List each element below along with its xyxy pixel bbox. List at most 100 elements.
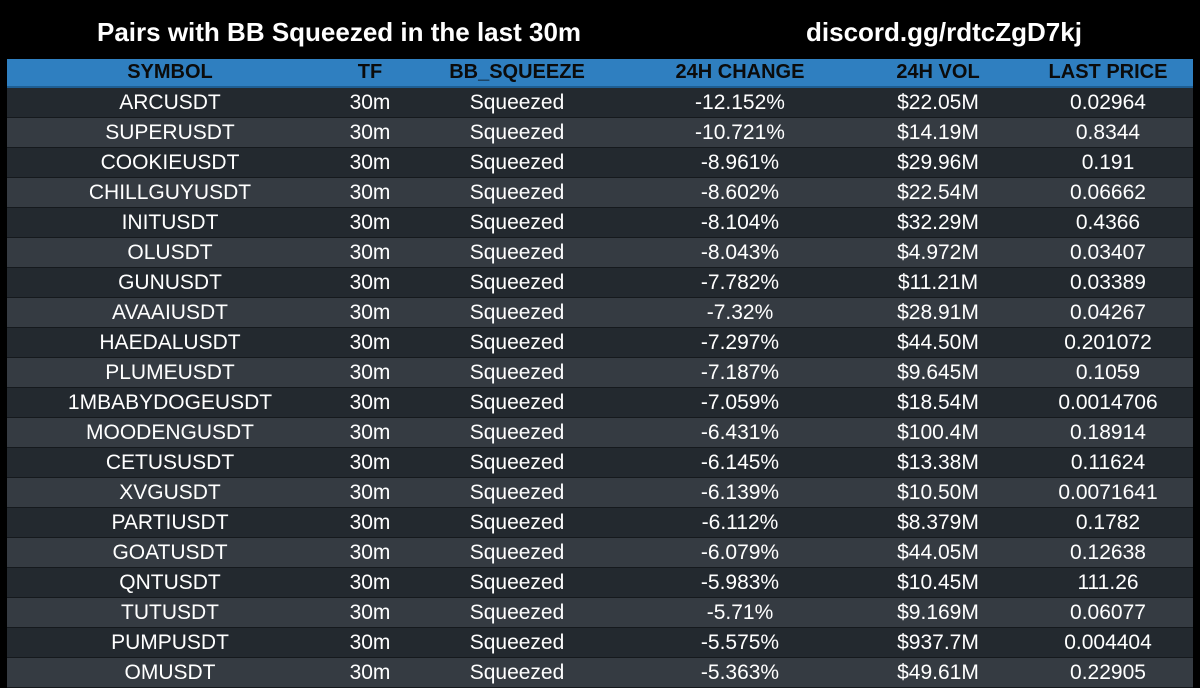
- table-row[interactable]: ARCUSDT 30m Squeezed -12.152% $22.05M 0.02964: [7, 87, 1193, 118]
- table-row[interactable]: OLUSDT 30m Squeezed -8.043% $4.972M 0.03407: [7, 237, 1193, 268]
- tf-cell: 30m: [333, 567, 407, 598]
- tf-cell: 30m: [333, 237, 407, 268]
- price-cell: 0.8344: [1023, 117, 1193, 148]
- table-row[interactable]: 1MBABYDOGEUSDT 30m Squeezed -7.059% $18.54M 0…: [7, 387, 1193, 418]
- table-row[interactable]: PLUMEUSDT 30m Squeezed -7.187% $9.645M 0.1059: [7, 357, 1193, 388]
- volume-cell: $10.45M: [853, 567, 1023, 598]
- bb-squeeze-cell: Squeezed: [407, 147, 627, 178]
- tf-cell: 30m: [333, 177, 407, 208]
- table-row[interactable]: GOATUSDT 30m Squeezed -6.079% $44.05M 0.12638: [7, 537, 1193, 568]
- table-row[interactable]: HAEDALUSDT 30m Squeezed -7.297% $44.50M 0.201…: [7, 327, 1193, 358]
- column-header-24h-change[interactable]: 24H CHANGE: [627, 59, 853, 88]
- squeeze-table: SYMBOL TF BB_SQUEEZE 24H CHANGE 24H VOL …: [7, 59, 1193, 688]
- bb-squeeze-cell: Squeezed: [407, 117, 627, 148]
- table-row[interactable]: CHILLGUYUSDT 30m Squeezed -8.602% $22.54M 0.0…: [7, 177, 1193, 208]
- bb-squeeze-cell: Squeezed: [407, 177, 627, 208]
- table-row[interactable]: COOKIEUSDT 30m Squeezed -8.961% $29.96M 0.191: [7, 147, 1193, 178]
- tf-cell: 30m: [333, 597, 407, 628]
- title-bar: Pairs with BB Squeezed in the last 30m d…: [0, 0, 1200, 60]
- bb-squeeze-cell: Squeezed: [407, 657, 627, 688]
- symbol-cell: OLUSDT: [7, 237, 333, 268]
- change-cell: -6.112%: [627, 507, 853, 538]
- tf-cell: 30m: [333, 537, 407, 568]
- tf-cell: 30m: [333, 87, 407, 118]
- bb-squeeze-cell: Squeezed: [407, 417, 627, 448]
- table-row[interactable]: QNTUSDT 30m Squeezed -5.983% $10.45M 111.26: [7, 567, 1193, 598]
- table-row[interactable]: PUMPUSDT 30m Squeezed -5.575% $937.7M 0.00440…: [7, 627, 1193, 658]
- change-cell: -8.104%: [627, 207, 853, 238]
- bb-squeeze-cell: Squeezed: [407, 537, 627, 568]
- volume-cell: $9.645M: [853, 357, 1023, 388]
- tf-cell: 30m: [333, 207, 407, 238]
- volume-cell: $14.19M: [853, 117, 1023, 148]
- change-cell: -6.145%: [627, 447, 853, 478]
- volume-cell: $9.169M: [853, 597, 1023, 628]
- tf-cell: 30m: [333, 387, 407, 418]
- table-body: ARCUSDT 30m Squeezed -12.152% $22.05M 0.02964…: [7, 87, 1193, 688]
- table-row[interactable]: XVGUSDT 30m Squeezed -6.139% $10.50M 0.007164…: [7, 477, 1193, 508]
- change-cell: -7.297%: [627, 327, 853, 358]
- bb-squeeze-cell: Squeezed: [407, 87, 627, 118]
- symbol-cell: TUTUSDT: [7, 597, 333, 628]
- volume-cell: $22.54M: [853, 177, 1023, 208]
- symbol-cell: AVAAIUSDT: [7, 297, 333, 328]
- change-cell: -7.782%: [627, 267, 853, 298]
- tf-cell: 30m: [333, 627, 407, 658]
- bb-squeeze-cell: Squeezed: [407, 297, 627, 328]
- bb-squeeze-cell: Squeezed: [407, 207, 627, 238]
- volume-cell: $11.21M: [853, 267, 1023, 298]
- change-cell: -6.431%: [627, 417, 853, 448]
- volume-cell: $100.4M: [853, 417, 1023, 448]
- price-cell: 0.11624: [1023, 447, 1193, 478]
- symbol-cell: COOKIEUSDT: [7, 147, 333, 178]
- change-cell: -10.721%: [627, 117, 853, 148]
- tf-cell: 30m: [333, 147, 407, 178]
- column-header-last-price[interactable]: LAST PRICE: [1023, 59, 1193, 88]
- tf-cell: 30m: [333, 477, 407, 508]
- bb-squeeze-cell: Squeezed: [407, 477, 627, 508]
- table-row[interactable]: INITUSDT 30m Squeezed -8.104% $32.29M 0.4366: [7, 207, 1193, 238]
- volume-cell: $4.972M: [853, 237, 1023, 268]
- change-cell: -5.71%: [627, 597, 853, 628]
- change-cell: -7.32%: [627, 297, 853, 328]
- column-header-tf[interactable]: TF: [333, 59, 407, 88]
- volume-cell: $32.29M: [853, 207, 1023, 238]
- symbol-cell: MOODENGUSDT: [7, 417, 333, 448]
- volume-cell: $28.91M: [853, 297, 1023, 328]
- price-cell: 111.26: [1023, 567, 1193, 598]
- table-row[interactable]: OMUSDT 30m Squeezed -5.363% $49.61M 0.22905: [7, 657, 1193, 688]
- table-row[interactable]: TUTUSDT 30m Squeezed -5.71% $9.169M 0.06077: [7, 597, 1193, 628]
- tf-cell: 30m: [333, 357, 407, 388]
- table-row[interactable]: GUNUSDT 30m Squeezed -7.782% $11.21M 0.03389: [7, 267, 1193, 298]
- table-row[interactable]: CETUSUSDT 30m Squeezed -6.145% $13.38M 0.1162…: [7, 447, 1193, 478]
- bb-squeeze-cell: Squeezed: [407, 327, 627, 358]
- column-header-symbol[interactable]: SYMBOL: [7, 59, 333, 88]
- discord-link[interactable]: discord.gg/rdtcZgD7kj: [806, 17, 1082, 47]
- table-row[interactable]: MOODENGUSDT 30m Squeezed -6.431% $100.4M 0.18…: [7, 417, 1193, 448]
- column-header-24h-vol[interactable]: 24H VOL: [853, 59, 1023, 88]
- change-cell: -5.363%: [627, 657, 853, 688]
- change-cell: -6.139%: [627, 477, 853, 508]
- volume-cell: $10.50M: [853, 477, 1023, 508]
- symbol-cell: CETUSUSDT: [7, 447, 333, 478]
- table-row[interactable]: SUPERUSDT 30m Squeezed -10.721% $14.19M 0.834…: [7, 117, 1193, 148]
- bb-squeeze-cell: Squeezed: [407, 267, 627, 298]
- column-header-bb-squeeze[interactable]: BB_SQUEEZE: [407, 59, 627, 88]
- tf-cell: 30m: [333, 297, 407, 328]
- change-cell: -12.152%: [627, 87, 853, 118]
- table-row[interactable]: AVAAIUSDT 30m Squeezed -7.32% $28.91M 0.04267: [7, 297, 1193, 328]
- symbol-cell: XVGUSDT: [7, 477, 333, 508]
- symbol-cell: 1MBABYDOGEUSDT: [7, 387, 333, 418]
- volume-cell: $44.50M: [853, 327, 1023, 358]
- table-row[interactable]: PARTIUSDT 30m Squeezed -6.112% $8.379M 0.1782: [7, 507, 1193, 538]
- bb-squeeze-cell: Squeezed: [407, 567, 627, 598]
- tf-cell: 30m: [333, 507, 407, 538]
- bb-squeeze-cell: Squeezed: [407, 237, 627, 268]
- symbol-cell: PLUMEUSDT: [7, 357, 333, 388]
- volume-cell: $13.38M: [853, 447, 1023, 478]
- page-title: Pairs with BB Squeezed in the last 30m: [97, 17, 582, 47]
- price-cell: 0.0014706: [1023, 387, 1193, 418]
- volume-cell: $44.05M: [853, 537, 1023, 568]
- change-cell: -8.961%: [627, 147, 853, 178]
